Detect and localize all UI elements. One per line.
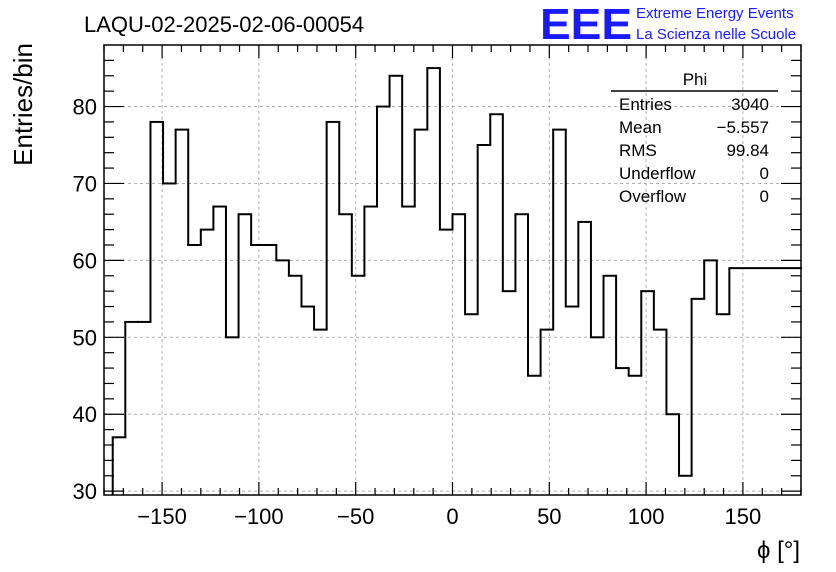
y-tick-label: 50 xyxy=(73,325,97,350)
stats-label: Underflow xyxy=(619,164,696,183)
stats-box: Phi Entries 3040 Mean −5.557 RMS 99.84 Underfl… xyxy=(611,70,778,206)
stats-value: 0 xyxy=(760,164,769,183)
x-axis-label: ϕ [°] xyxy=(757,537,800,564)
y-tick-label: 30 xyxy=(73,479,97,504)
stats-value: −5.557 xyxy=(717,118,769,137)
chart-title: LAQU-02-2025-02-06-00054 xyxy=(84,12,364,37)
logo-line-2: La Scienza nelle Scuole xyxy=(636,26,796,43)
x-tick-label: 50 xyxy=(537,504,561,529)
y-tick-label: 40 xyxy=(73,402,97,427)
stats-value: 3040 xyxy=(731,95,769,114)
x-tick-label: 0 xyxy=(446,504,458,529)
x-tick-label: −50 xyxy=(337,504,374,529)
y-tick-label: 70 xyxy=(73,171,97,196)
y-axis-label: Entries/bin xyxy=(8,43,38,166)
y-tick-label: 60 xyxy=(73,248,97,273)
stats-label: Mean xyxy=(619,118,662,137)
stats-rows: Entries 3040 Mean −5.557 RMS 99.84 Underflow 0 O… xyxy=(619,95,769,206)
stats-value: 99.84 xyxy=(726,141,769,160)
stats-label: RMS xyxy=(619,141,657,160)
stats-title: Phi xyxy=(683,70,708,89)
eee-logo: EEE Extreme Energy Events La Scienza nel… xyxy=(540,0,796,49)
grid-layer xyxy=(104,45,801,495)
stats-label: Overflow xyxy=(619,187,687,206)
logo-mark: EEE xyxy=(540,0,632,49)
x-tick-label: 150 xyxy=(725,504,762,529)
stats-label: Entries xyxy=(619,95,672,114)
x-tick-label: −150 xyxy=(137,504,187,529)
logo-line-1: Extreme Energy Events xyxy=(636,5,794,22)
histogram-bars xyxy=(111,67,802,495)
x-tick-label: −100 xyxy=(234,504,284,529)
x-tick-label: 100 xyxy=(628,504,665,529)
y-tick-label: 80 xyxy=(73,95,97,120)
stats-value: 0 xyxy=(760,187,769,206)
